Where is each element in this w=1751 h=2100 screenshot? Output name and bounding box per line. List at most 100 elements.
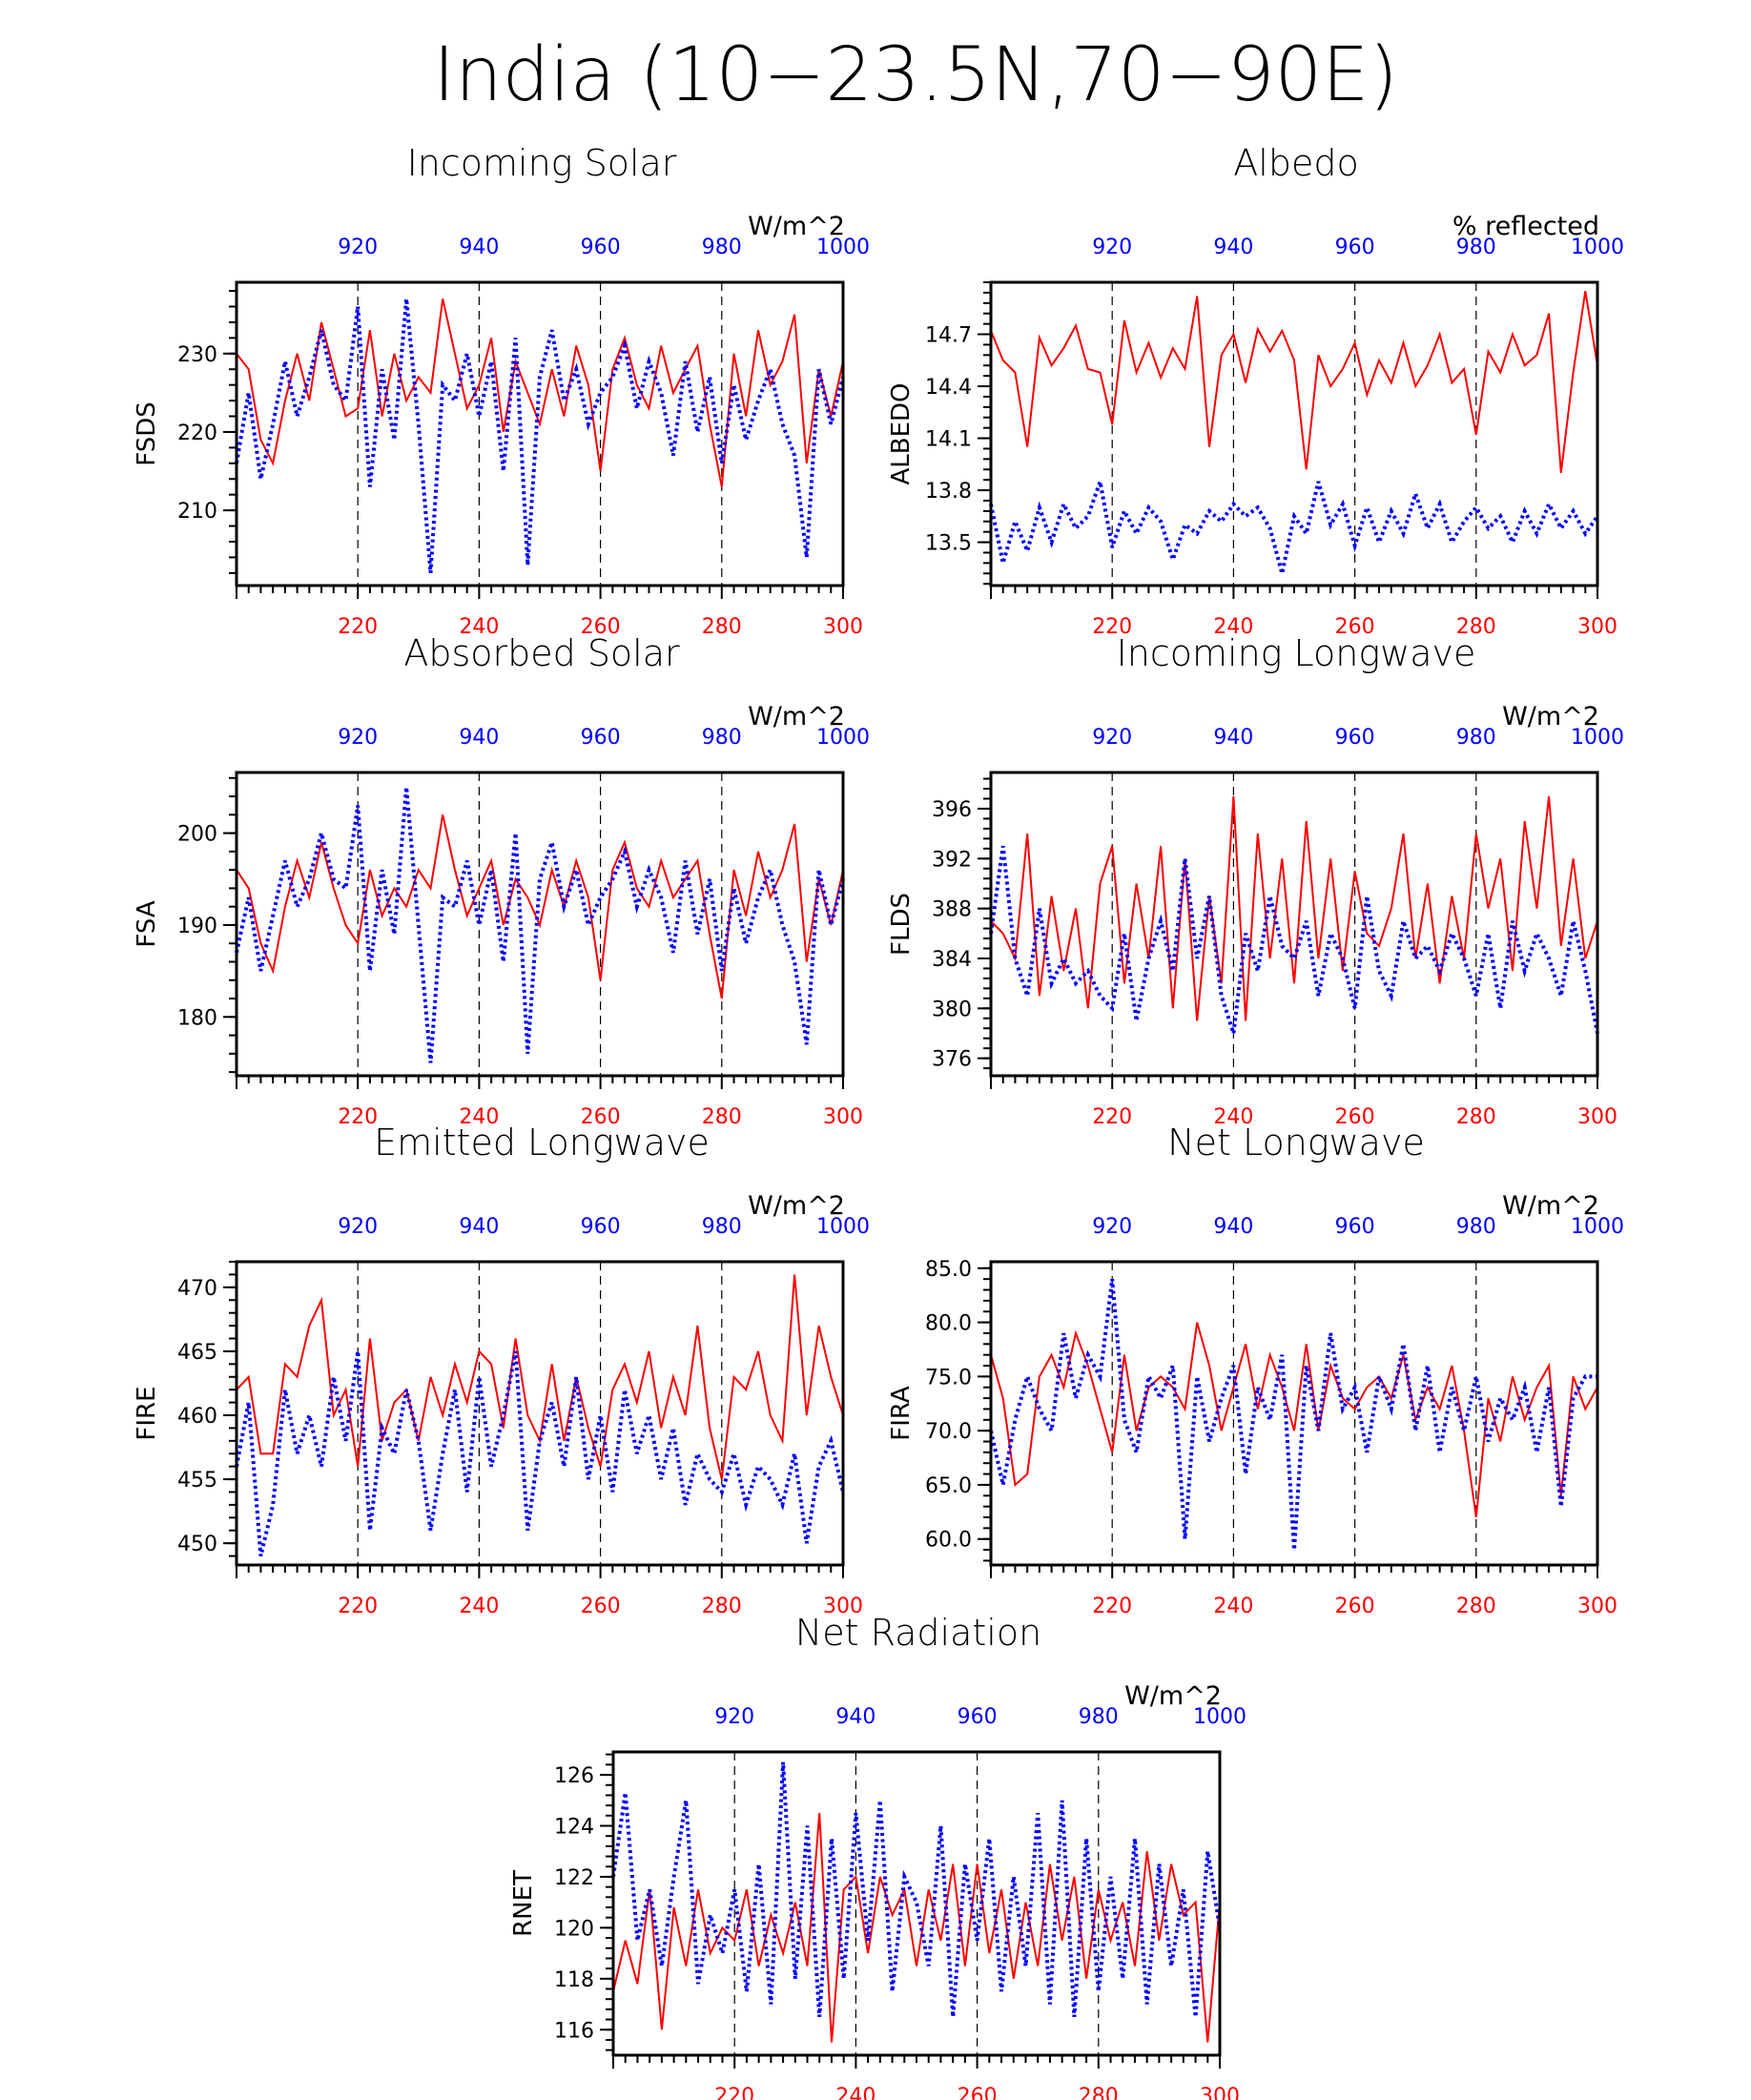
- x-bottom-tick-label: 220: [714, 2085, 754, 2100]
- y-tick-label: 230: [177, 343, 217, 367]
- x-top-tick-label: 980: [1079, 1705, 1119, 1729]
- x-top-tick-label: 960: [581, 726, 621, 750]
- x-bottom-tick-label: 220: [1092, 1595, 1132, 1618]
- x-top-tick-label: 940: [459, 726, 499, 750]
- plot-frame: [989, 280, 1599, 587]
- panel-rnet: Net Radiation W/m^2 116 118 120 122 124 126 RNET…: [509, 1612, 1246, 2100]
- x-top-tick-label: 920: [714, 1705, 754, 1729]
- y-axis-label: FLDS: [887, 893, 916, 956]
- x-bottom-tick-label: 280: [1456, 1105, 1496, 1129]
- series-line-top-axis: [235, 299, 845, 574]
- x-bottom-tick-label: 280: [1456, 615, 1496, 639]
- x-top-tick-label: 960: [1335, 1215, 1375, 1239]
- panel-fire: Emitted Longwave W/m^2 450 455 460 465 470 FIRE…: [133, 1122, 870, 1618]
- x-bottom-tick-label: 220: [338, 615, 378, 639]
- x-bottom-tick-label: 280: [702, 1595, 742, 1618]
- x-top-tick-label: 980: [1456, 726, 1496, 750]
- x-bottom-tick-label: 300: [1577, 1595, 1617, 1618]
- x-top-tick-label: 940: [459, 236, 499, 259]
- series-line-bottom-axis: [612, 1813, 1221, 2043]
- y-tick-label: 200: [177, 823, 217, 847]
- series-line-top-axis: [235, 787, 845, 1063]
- y-tick-label: 465: [177, 1341, 217, 1365]
- x-top-tick-label: 1000: [1571, 236, 1624, 259]
- units-label: W/m^2: [748, 702, 845, 731]
- x-bottom-tick-label: 260: [1335, 615, 1375, 639]
- x-bottom-tick-label: 300: [823, 1595, 863, 1618]
- x-top-tick-label: 960: [1335, 726, 1375, 750]
- x-top-tick-label: 960: [958, 1705, 998, 1729]
- x-top-tick-label: 1000: [1571, 726, 1624, 750]
- x-bottom-tick-label: 260: [1335, 1595, 1375, 1618]
- y-tick-label: 120: [554, 1917, 594, 1941]
- x-top-tick-label: 920: [338, 1215, 378, 1239]
- plot-frame: [235, 1260, 845, 1567]
- y-tick-label: 116: [554, 2019, 594, 2043]
- units-label: W/m^2: [1502, 702, 1599, 731]
- y-tick-label: 122: [554, 1866, 594, 1890]
- y-tick-label: 14.1: [925, 428, 972, 452]
- plot-frame: [235, 280, 845, 587]
- series-line-top-axis: [989, 845, 1599, 1035]
- x-top-tick-label: 960: [581, 236, 621, 259]
- x-bottom-tick-label: 240: [1213, 1595, 1253, 1618]
- y-tick-label: 70.0: [925, 1420, 972, 1444]
- y-tick-label: 13.5: [925, 532, 972, 556]
- chart-title: Absorbed Solar: [403, 632, 680, 674]
- y-tick-label: 380: [932, 998, 972, 1021]
- y-tick-label: 450: [177, 1533, 217, 1556]
- y-axis-label: FIRA: [887, 1386, 916, 1441]
- y-tick-label: 14.7: [925, 324, 972, 348]
- y-tick-label: 180: [177, 1006, 217, 1030]
- x-top-tick-label: 940: [1213, 236, 1253, 259]
- panel-fira: Net Longwave W/m^2 60.0 65.0 70.0 75.0 80.0 85.…: [887, 1122, 1624, 1618]
- y-tick-label: 13.8: [925, 480, 972, 504]
- x-bottom-tick-label: 220: [338, 1105, 378, 1129]
- y-tick-label: 75.0: [925, 1366, 972, 1390]
- x-top-tick-label: 920: [338, 236, 378, 259]
- x-top-tick-label: 940: [459, 1215, 499, 1239]
- x-top-tick-label: 980: [702, 1215, 742, 1239]
- x-bottom-tick-label: 220: [338, 1595, 378, 1618]
- x-top-tick-label: 1000: [816, 236, 870, 259]
- y-tick-label: 126: [554, 1764, 594, 1788]
- x-top-tick-label: 980: [1456, 1215, 1496, 1239]
- chart-title: Net Longwave: [1167, 1122, 1425, 1163]
- x-bottom-tick-label: 240: [459, 1595, 499, 1618]
- page-title: India (10−23.5N,70−90E): [433, 32, 1398, 118]
- x-bottom-tick-label: 240: [1213, 615, 1253, 639]
- x-top-tick-label: 1000: [1193, 1705, 1246, 1729]
- series-line-bottom-axis: [990, 290, 1598, 474]
- panel-albedo: Albedo % reflected 13.5 13.8 14.1 14.4 14.7 ALB…: [887, 142, 1624, 639]
- y-tick-label: 210: [177, 500, 217, 524]
- series-line-top-axis: [235, 1350, 845, 1557]
- y-tick-label: 470: [177, 1277, 217, 1301]
- units-label: % reflected: [1452, 212, 1599, 241]
- x-top-tick-label: 920: [1092, 1215, 1132, 1239]
- x-bottom-tick-label: 220: [1092, 615, 1132, 639]
- x-bottom-tick-label: 260: [581, 1595, 621, 1618]
- x-bottom-tick-label: 280: [702, 1105, 742, 1129]
- x-top-tick-label: 940: [1213, 1215, 1253, 1239]
- chart-title: Net Radiation: [795, 1612, 1041, 1654]
- panel-flds: Incoming Longwave W/m^2 376 380 384 388 392 396…: [887, 632, 1624, 1129]
- x-bottom-tick-label: 260: [1335, 1105, 1375, 1129]
- x-top-tick-label: 940: [835, 1705, 876, 1729]
- x-bottom-tick-label: 280: [1079, 2085, 1119, 2100]
- y-tick-label: 14.4: [925, 376, 972, 400]
- x-bottom-tick-label: 280: [1456, 1595, 1496, 1618]
- x-bottom-tick-label: 220: [1092, 1105, 1132, 1129]
- x-top-tick-label: 960: [581, 1215, 621, 1239]
- x-bottom-tick-label: 260: [958, 2085, 998, 2100]
- x-top-tick-label: 980: [702, 236, 742, 259]
- y-axis-label: FIRE: [133, 1386, 161, 1440]
- y-tick-label: 60.0: [925, 1529, 972, 1553]
- x-bottom-tick-label: 300: [823, 615, 863, 639]
- x-bottom-tick-label: 280: [702, 615, 742, 639]
- series-line-bottom-axis: [990, 795, 1598, 1021]
- x-bottom-tick-label: 260: [581, 615, 621, 639]
- x-bottom-tick-label: 240: [459, 615, 499, 639]
- y-tick-label: 392: [932, 848, 972, 872]
- x-top-tick-label: 920: [1092, 236, 1132, 259]
